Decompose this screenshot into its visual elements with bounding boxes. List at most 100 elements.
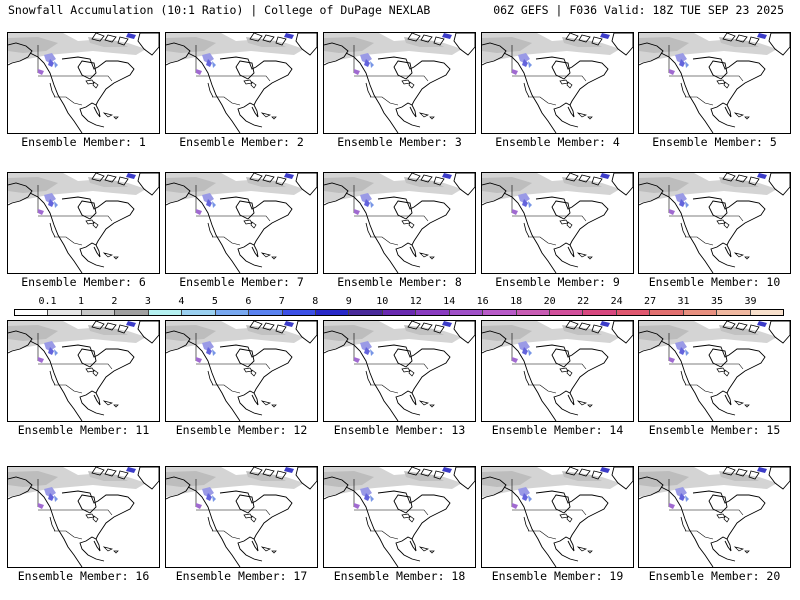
ensemble-map-panel (323, 320, 476, 422)
colorbar-tick-label: 5 (211, 296, 218, 307)
ensemble-map-panel (638, 320, 791, 422)
ensemble-map-panel (7, 466, 160, 568)
colorbar-tick-label: 31 (677, 296, 690, 307)
ensemble-member-label: Ensemble Member: 4 (495, 135, 620, 149)
colorbar-cell (550, 310, 584, 315)
colorbar-cell (315, 310, 350, 315)
ensemble-member-label: Ensemble Member: 13 (333, 423, 466, 437)
colorbar-tick-label: 4 (178, 296, 185, 307)
snowfall-map (482, 173, 633, 273)
snowfall-map (324, 467, 475, 567)
colorbar-cell (616, 310, 651, 315)
ensemble-map-panel (481, 32, 634, 134)
ensemble-member-label: Ensemble Member: 17 (175, 569, 308, 583)
snowfall-map (8, 467, 159, 567)
ensemble-member-label: Ensemble Member: 18 (333, 569, 466, 583)
ensemble-member-label: Ensemble Member: 1 (21, 135, 146, 149)
colorbar-cell (282, 310, 316, 315)
ensemble-member-label: Ensemble Member: 20 (648, 569, 781, 583)
ensemble-member-label: Ensemble Member: 7 (179, 275, 304, 289)
ensemble-map-panel (165, 466, 318, 568)
colorbar-tick-label: 18 (510, 296, 523, 307)
ensemble-map-panel (481, 466, 634, 568)
colorbar-tick-label: 22 (577, 296, 590, 307)
colorbar-tick-label: 3 (144, 296, 151, 307)
ensemble-map-panel (638, 172, 791, 274)
colorbar-tick-label: 10 (376, 296, 389, 307)
colorbar-cell (483, 310, 517, 315)
snowfall-map (482, 33, 633, 133)
colorbar-cell (650, 310, 684, 315)
snowfall-colorbar (14, 309, 784, 316)
colorbar-cell (182, 310, 216, 315)
colorbar-cell (449, 310, 484, 315)
ensemble-map-panel (165, 172, 318, 274)
colorbar-cell (81, 310, 116, 315)
ensemble-member-label: Ensemble Member: 11 (17, 423, 150, 437)
run-valid-time: 06Z GEFS | F036 Valid: 18Z TUE SEP 23 20… (493, 3, 784, 17)
ensemble-member-label: Ensemble Member: 14 (491, 423, 624, 437)
ensemble-member-label: Ensemble Member: 8 (337, 275, 462, 289)
snowfall-map (482, 467, 633, 567)
ensemble-member-label: Ensemble Member: 2 (179, 135, 304, 149)
colorbar-tick-label: 12 (409, 296, 422, 307)
ensemble-map-panel (7, 172, 160, 274)
ensemble-member-label: Ensemble Member: 12 (175, 423, 308, 437)
ensemble-map-panel (638, 32, 791, 134)
snowfall-map (639, 33, 790, 133)
snowfall-map (639, 467, 790, 567)
ensemble-member-label: Ensemble Member: 3 (337, 135, 462, 149)
snowfall-map (324, 173, 475, 273)
ensemble-map-panel (165, 320, 318, 422)
ensemble-member-label: Ensemble Member: 15 (648, 423, 781, 437)
colorbar-cell (349, 310, 383, 315)
colorbar-tick-label: 6 (245, 296, 252, 307)
colorbar-cell (382, 310, 417, 315)
colorbar-labels: 0.1 1 2 3 4 5 6 7 8 9 10 12 14 16 18 20 22 24 27 31 35 39 (14, 296, 784, 308)
snowfall-map (166, 321, 317, 421)
snowfall-map (166, 33, 317, 133)
colorbar-cell (249, 310, 283, 315)
colorbar-tick-label: 39 (744, 296, 757, 307)
ensemble-map-panel (323, 32, 476, 134)
colorbar-cell (115, 310, 149, 315)
snowfall-map (639, 173, 790, 273)
colorbar-tick-label: 35 (711, 296, 724, 307)
colorbar-cell (148, 310, 183, 315)
snowfall-map (324, 33, 475, 133)
ensemble-map-panel (323, 172, 476, 274)
colorbar-cell (215, 310, 250, 315)
ensemble-member-label: Ensemble Member: 9 (495, 275, 620, 289)
ensemble-member-label: Ensemble Member: 10 (648, 275, 781, 289)
map-title: Snowfall Accumulation (10:1 Ratio) | Col… (8, 3, 431, 17)
ensemble-map-panel (7, 320, 160, 422)
colorbar-tick-label: 27 (644, 296, 657, 307)
colorbar-tick-label: 1 (77, 296, 84, 307)
colorbar-tick-label: 7 (278, 296, 285, 307)
colorbar-tick-label: 2 (111, 296, 118, 307)
colorbar-tick-label: 24 (610, 296, 623, 307)
colorbar-cell (583, 310, 617, 315)
snowfall-map (8, 33, 159, 133)
ensemble-map-panel (638, 466, 791, 568)
snowfall-map (166, 173, 317, 273)
colorbar-cell (15, 310, 49, 315)
colorbar-tick-label: 9 (345, 296, 352, 307)
colorbar-cell (416, 310, 450, 315)
snowfall-map (166, 467, 317, 567)
ensemble-map-panel (323, 466, 476, 568)
ensemble-member-label: Ensemble Member: 5 (652, 135, 777, 149)
ensemble-member-label: Ensemble Member: 6 (21, 275, 146, 289)
colorbar-cell (717, 310, 751, 315)
ensemble-map-panel (481, 320, 634, 422)
colorbar-cell (48, 310, 82, 315)
colorbar-cell (683, 310, 718, 315)
colorbar-tick-label: 8 (312, 296, 319, 307)
snowfall-map (639, 321, 790, 421)
snowfall-map (482, 321, 633, 421)
colorbar-tick-label: 20 (543, 296, 556, 307)
ensemble-member-label: Ensemble Member: 16 (17, 569, 150, 583)
ensemble-member-label: Ensemble Member: 19 (491, 569, 624, 583)
colorbar-cell (516, 310, 550, 315)
snowfall-map (8, 321, 159, 421)
